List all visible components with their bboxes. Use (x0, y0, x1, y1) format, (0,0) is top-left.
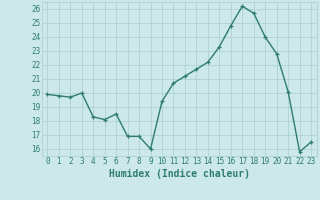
X-axis label: Humidex (Indice chaleur): Humidex (Indice chaleur) (109, 169, 250, 179)
